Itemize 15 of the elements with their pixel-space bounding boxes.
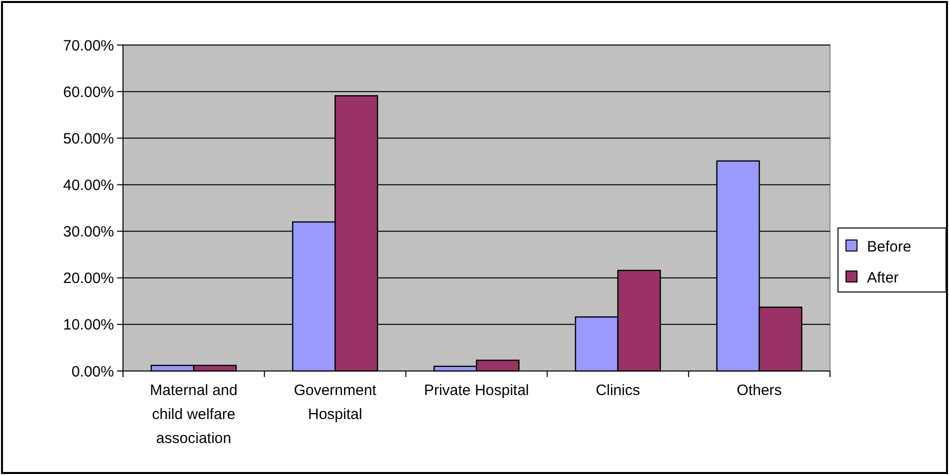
- x-tick-label: Others: [736, 382, 782, 399]
- x-tick-label: Clinics: [596, 382, 640, 399]
- x-tick-label: Maternal and child welfare association: [150, 382, 238, 447]
- y-tick-label: 40.00%: [63, 176, 114, 194]
- y-tick-label: 70.00%: [63, 37, 114, 54]
- y-tick-label: 30.00%: [63, 224, 114, 241]
- y-tick-label: 0.00%: [71, 363, 114, 380]
- y-tick-label: 10.00%: [63, 316, 114, 334]
- y-tick-label: 60.00%: [63, 84, 114, 101]
- x-tick-label: Government Hospital: [294, 382, 378, 423]
- x-tick-label: Private Hospital: [424, 382, 530, 399]
- legend-label: After: [867, 269, 899, 286]
- legend-label: Before: [867, 238, 912, 256]
- y-tick-label: 50.00%: [63, 130, 114, 148]
- y-tick-label: 20.00%: [63, 270, 114, 288]
